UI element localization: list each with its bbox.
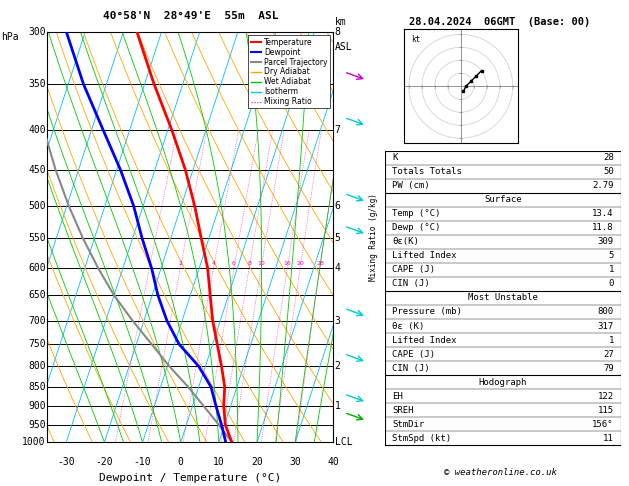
Text: 350: 350 [28, 79, 46, 89]
Text: Totals Totals: Totals Totals [392, 167, 462, 176]
Text: 40°58'N  28°49'E  55m  ASL: 40°58'N 28°49'E 55m ASL [103, 11, 278, 21]
Text: 0: 0 [178, 457, 184, 467]
Legend: Temperature, Dewpoint, Parcel Trajectory, Dry Adiabat, Wet Adiabat, Isotherm, Mi: Temperature, Dewpoint, Parcel Trajectory… [248, 35, 330, 108]
Text: StmDir: StmDir [392, 420, 425, 429]
Text: 4: 4 [211, 261, 216, 266]
Text: 2.79: 2.79 [593, 181, 614, 190]
Text: 900: 900 [28, 401, 46, 411]
Text: CIN (J): CIN (J) [392, 279, 430, 288]
Text: θε(K): θε(K) [392, 237, 419, 246]
Text: 79: 79 [603, 364, 614, 373]
Text: 40: 40 [328, 457, 339, 467]
Text: 28: 28 [603, 153, 614, 162]
Text: 0: 0 [608, 279, 614, 288]
Text: 800: 800 [28, 361, 46, 371]
Text: 8: 8 [247, 261, 251, 266]
Text: PW (cm): PW (cm) [392, 181, 430, 190]
Text: 11: 11 [603, 434, 614, 443]
Text: 27: 27 [603, 349, 614, 359]
Text: 1000: 1000 [22, 437, 46, 447]
Text: Dewp (°C): Dewp (°C) [392, 223, 440, 232]
Text: 4: 4 [335, 263, 341, 273]
Text: 450: 450 [28, 165, 46, 175]
Text: 1: 1 [608, 265, 614, 275]
Text: Pressure (mb): Pressure (mb) [392, 308, 462, 316]
Text: EH: EH [392, 392, 403, 400]
Text: km: km [335, 17, 347, 28]
Text: CIN (J): CIN (J) [392, 364, 430, 373]
Text: hPa: hPa [1, 32, 18, 42]
Text: K: K [392, 153, 398, 162]
Text: StmSpd (kt): StmSpd (kt) [392, 434, 451, 443]
Text: 20: 20 [296, 261, 304, 266]
Text: 750: 750 [28, 339, 46, 349]
Text: Dewpoint / Temperature (°C): Dewpoint / Temperature (°C) [99, 473, 281, 483]
Text: Surface: Surface [484, 195, 521, 204]
Text: 800: 800 [598, 308, 614, 316]
Text: -10: -10 [134, 457, 152, 467]
Text: 156°: 156° [593, 420, 614, 429]
Text: 300: 300 [28, 27, 46, 36]
Text: LCL: LCL [335, 437, 352, 447]
Text: 115: 115 [598, 406, 614, 415]
Text: 6: 6 [232, 261, 236, 266]
Text: Most Unstable: Most Unstable [468, 294, 538, 302]
Text: 5: 5 [608, 251, 614, 260]
Text: 10: 10 [213, 457, 225, 467]
Text: 309: 309 [598, 237, 614, 246]
Text: Mixing Ratio (g/kg): Mixing Ratio (g/kg) [369, 193, 378, 281]
Text: 13.4: 13.4 [593, 209, 614, 218]
Text: Lifted Index: Lifted Index [392, 251, 457, 260]
Text: CAPE (J): CAPE (J) [392, 349, 435, 359]
Text: 5: 5 [335, 233, 341, 243]
Text: 28: 28 [316, 261, 324, 266]
Text: 400: 400 [28, 125, 46, 135]
Text: 850: 850 [28, 382, 46, 392]
Text: 6: 6 [335, 201, 341, 211]
Text: 317: 317 [598, 322, 614, 330]
Text: 2: 2 [335, 361, 341, 371]
Text: 8: 8 [335, 27, 341, 36]
Text: 2: 2 [179, 261, 182, 266]
Text: 28.04.2024  06GMT  (Base: 00): 28.04.2024 06GMT (Base: 00) [409, 17, 591, 27]
Text: 16: 16 [284, 261, 291, 266]
Text: -20: -20 [96, 457, 113, 467]
Text: 10: 10 [257, 261, 265, 266]
Text: 11.8: 11.8 [593, 223, 614, 232]
Text: CAPE (J): CAPE (J) [392, 265, 435, 275]
Text: θε (K): θε (K) [392, 322, 425, 330]
Text: 7: 7 [335, 125, 341, 135]
Text: © weatheronline.co.uk: © weatheronline.co.uk [443, 468, 557, 477]
Text: 500: 500 [28, 201, 46, 211]
Text: Temp (°C): Temp (°C) [392, 209, 440, 218]
Text: 1: 1 [335, 401, 341, 411]
Text: ASL: ASL [335, 42, 352, 52]
Text: 950: 950 [28, 420, 46, 430]
Text: 600: 600 [28, 263, 46, 273]
Text: 1: 1 [608, 335, 614, 345]
Text: kt: kt [411, 35, 421, 44]
Text: Hodograph: Hodograph [479, 378, 527, 387]
Text: Lifted Index: Lifted Index [392, 335, 457, 345]
Text: 122: 122 [598, 392, 614, 400]
Text: 650: 650 [28, 290, 46, 300]
Text: 30: 30 [289, 457, 301, 467]
Text: 1: 1 [147, 261, 152, 266]
Text: 50: 50 [603, 167, 614, 176]
Text: 700: 700 [28, 315, 46, 326]
Text: -30: -30 [57, 457, 75, 467]
Text: 20: 20 [251, 457, 263, 467]
Text: SREH: SREH [392, 406, 413, 415]
Text: 550: 550 [28, 233, 46, 243]
Text: 3: 3 [335, 315, 341, 326]
